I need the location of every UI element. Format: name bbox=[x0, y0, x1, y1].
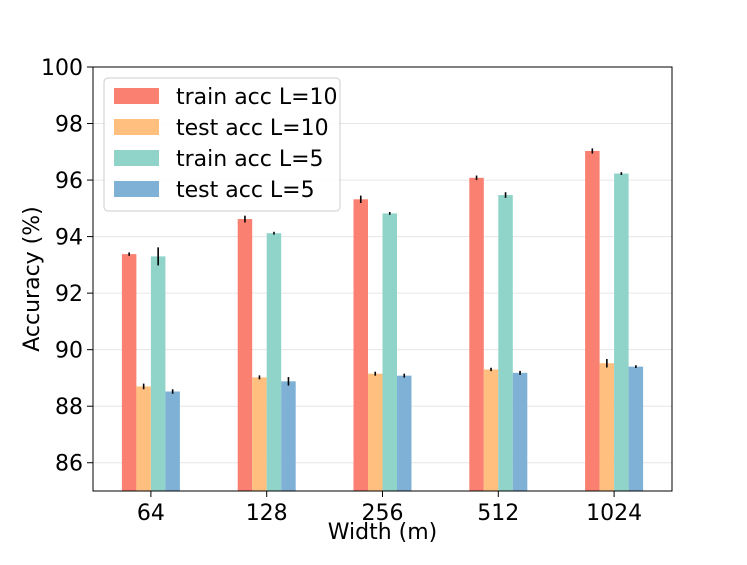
y-tick-label: 92 bbox=[55, 282, 83, 307]
y-axis-label: Accuracy (%) bbox=[20, 206, 45, 352]
legend-swatch bbox=[114, 150, 159, 166]
bar bbox=[266, 233, 282, 491]
legend: train acc L=10 test acc L=10 train acc L=5… bbox=[103, 77, 341, 212]
x-ticks: 64 128 256 512 1024 bbox=[137, 491, 642, 526]
legend-label: test acc L=10 bbox=[176, 116, 329, 141]
legend-label: train acc L=5 bbox=[176, 147, 324, 172]
legend-label: test acc L=5 bbox=[176, 178, 315, 203]
bar bbox=[483, 369, 499, 491]
x-tick-label: 512 bbox=[477, 501, 519, 526]
x-tick-label: 1024 bbox=[586, 501, 642, 526]
x-axis-label: Width (m) bbox=[328, 520, 438, 545]
x-tick-label: 64 bbox=[137, 501, 165, 526]
bar bbox=[368, 373, 383, 491]
y-ticks: 86 88 90 92 94 96 98 100 bbox=[41, 56, 93, 477]
x-tick-label: 256 bbox=[362, 501, 404, 526]
bar bbox=[353, 199, 368, 491]
bar bbox=[498, 195, 513, 491]
bar bbox=[136, 386, 151, 491]
bar bbox=[599, 363, 615, 491]
bar bbox=[252, 377, 267, 491]
legend-swatch bbox=[114, 119, 159, 135]
bar bbox=[614, 173, 629, 491]
bar bbox=[469, 177, 484, 491]
legend-label: train acc L=10 bbox=[176, 85, 338, 110]
bar bbox=[512, 372, 528, 491]
y-tick-label: 86 bbox=[55, 452, 83, 477]
bar bbox=[121, 254, 137, 491]
bars bbox=[121, 150, 644, 492]
y-tick-label: 96 bbox=[55, 169, 83, 194]
y-tick-label: 88 bbox=[55, 395, 83, 420]
bar bbox=[628, 366, 644, 491]
bar bbox=[165, 391, 180, 491]
legend-box bbox=[103, 77, 341, 212]
bar bbox=[397, 375, 412, 491]
y-tick-label: 98 bbox=[55, 113, 83, 138]
legend-swatch bbox=[114, 181, 159, 197]
bar bbox=[237, 219, 253, 492]
y-tick-label: 90 bbox=[55, 339, 83, 364]
x-tick-label: 128 bbox=[246, 501, 288, 526]
bar bbox=[585, 150, 600, 491]
y-tick-label: 100 bbox=[41, 56, 83, 81]
legend-swatch bbox=[114, 88, 159, 104]
error-bars bbox=[128, 148, 637, 394]
bar bbox=[150, 256, 166, 491]
bar bbox=[382, 213, 397, 491]
bar bbox=[281, 381, 296, 491]
y-tick-label: 94 bbox=[55, 226, 83, 251]
